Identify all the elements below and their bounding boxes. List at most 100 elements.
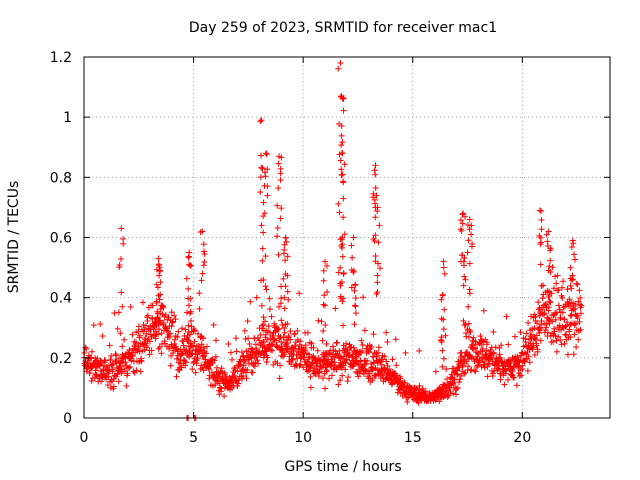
data-point xyxy=(300,364,307,371)
data-point xyxy=(251,363,258,370)
data-point xyxy=(139,299,146,306)
data-point xyxy=(402,390,409,397)
data-point xyxy=(287,328,294,335)
data-point xyxy=(178,351,185,358)
data-point xyxy=(262,253,269,260)
data-point xyxy=(381,353,388,360)
data-point xyxy=(517,329,524,336)
data-point xyxy=(197,347,204,354)
data-point xyxy=(143,330,150,337)
data-point xyxy=(335,269,342,276)
data-point xyxy=(436,398,443,405)
data-point xyxy=(358,337,365,344)
data-point xyxy=(372,253,379,260)
data-point xyxy=(404,398,411,405)
data-point xyxy=(178,364,185,371)
data-point xyxy=(191,338,198,345)
data-point xyxy=(185,254,192,261)
data-point xyxy=(242,335,249,342)
data-point xyxy=(415,399,422,406)
data-point xyxy=(461,370,468,377)
data-point xyxy=(98,378,105,385)
data-point xyxy=(90,322,97,329)
data-point xyxy=(339,139,346,146)
data-point xyxy=(456,379,463,386)
data-point xyxy=(142,335,149,342)
data-point xyxy=(568,285,575,292)
data-point xyxy=(393,362,400,369)
data-point xyxy=(146,338,153,345)
data-point xyxy=(262,348,269,355)
data-point xyxy=(243,369,250,376)
data-point xyxy=(124,370,131,377)
data-point xyxy=(274,233,281,240)
data-point xyxy=(372,185,379,192)
data-point xyxy=(394,389,401,396)
data-point xyxy=(186,249,193,256)
data-point xyxy=(285,332,292,339)
data-point xyxy=(182,362,189,369)
data-point xyxy=(337,264,344,271)
data-point xyxy=(129,331,136,338)
data-point xyxy=(277,177,284,184)
data-point xyxy=(324,289,331,296)
data-point xyxy=(348,242,355,249)
data-point xyxy=(259,257,266,264)
data-point xyxy=(570,240,577,247)
data-point xyxy=(465,320,472,327)
data-point xyxy=(450,380,457,387)
data-point xyxy=(285,296,292,303)
data-point xyxy=(314,347,321,354)
data-point xyxy=(199,270,206,277)
data-point xyxy=(465,363,472,370)
data-point xyxy=(111,310,118,317)
data-point xyxy=(264,354,271,361)
data-point xyxy=(319,337,326,344)
data-point xyxy=(320,301,327,308)
data-point xyxy=(249,369,256,376)
data-point xyxy=(109,368,116,375)
data-point xyxy=(362,360,369,367)
data-point xyxy=(189,366,196,373)
data-point xyxy=(349,254,356,261)
data-point xyxy=(178,325,185,332)
data-point xyxy=(200,262,207,269)
data-point xyxy=(115,378,122,385)
data-point xyxy=(233,335,240,342)
data-point xyxy=(444,394,451,401)
data-point xyxy=(570,351,577,358)
data-point xyxy=(374,279,381,286)
data-point xyxy=(167,330,174,337)
data-point xyxy=(316,368,323,375)
data-point xyxy=(307,364,314,371)
data-point xyxy=(461,273,468,280)
data-point xyxy=(275,160,282,167)
data-point xyxy=(113,358,120,365)
data-point xyxy=(235,377,242,384)
data-point xyxy=(322,385,329,392)
data-point xyxy=(263,336,270,343)
data-point xyxy=(290,347,297,354)
x-tick-label: 20 xyxy=(513,430,531,446)
data-point xyxy=(82,344,89,351)
data-point xyxy=(168,309,175,316)
data-point xyxy=(501,381,508,388)
data-point xyxy=(133,339,140,346)
x-tick-label: 10 xyxy=(294,430,312,446)
data-point xyxy=(538,282,545,289)
data-point xyxy=(99,333,106,340)
data-point xyxy=(547,257,554,264)
data-point xyxy=(560,278,567,285)
data-point xyxy=(511,333,518,340)
data-point xyxy=(241,327,248,334)
data-point xyxy=(416,382,423,389)
data-point xyxy=(169,319,176,326)
data-point xyxy=(568,277,575,284)
data-point xyxy=(112,351,119,358)
data-point xyxy=(320,327,327,334)
data-point xyxy=(450,390,457,397)
data-point xyxy=(269,347,276,354)
data-point xyxy=(540,282,547,289)
data-point xyxy=(462,369,469,376)
data-point xyxy=(214,364,221,371)
